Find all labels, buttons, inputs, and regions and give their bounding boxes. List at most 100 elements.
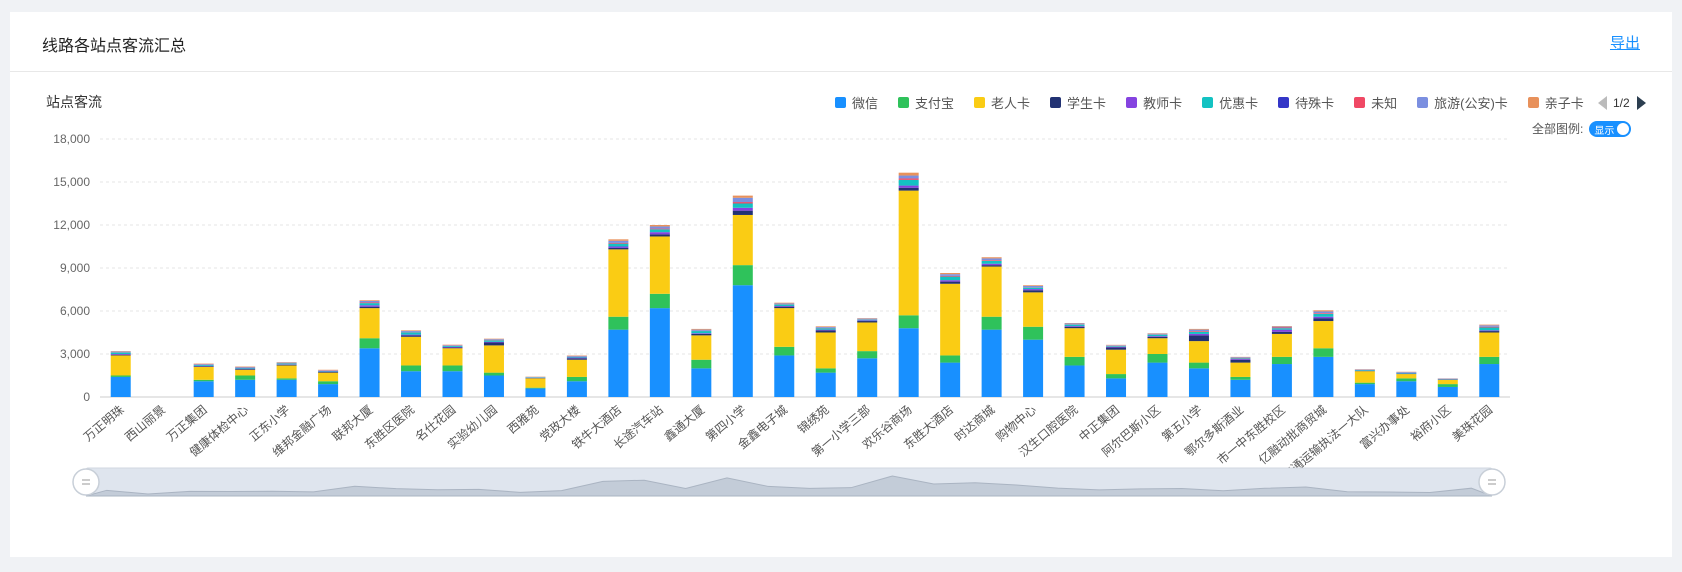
bar-segment[interactable] <box>442 371 463 397</box>
bar-segment[interactable] <box>940 355 961 363</box>
bar-segment[interactable] <box>774 304 795 306</box>
bar-segment[interactable] <box>318 384 339 397</box>
bar-segment[interactable] <box>1479 332 1500 357</box>
bar-segment[interactable] <box>1106 378 1127 397</box>
bar-segment[interactable] <box>608 246 629 248</box>
bar-segment[interactable] <box>1188 331 1209 334</box>
bar-segment[interactable] <box>1023 326 1044 340</box>
bar-segment[interactable] <box>566 356 587 358</box>
bar-segment[interactable] <box>359 303 380 306</box>
bar-segment[interactable] <box>359 302 380 304</box>
bar-segment[interactable] <box>649 228 670 230</box>
bar-segment[interactable] <box>857 358 878 397</box>
bar-segment[interactable] <box>442 346 463 348</box>
bar-segment[interactable] <box>401 334 422 336</box>
bar-segment[interactable] <box>1313 316 1334 319</box>
bar-segment[interactable] <box>1479 327 1500 331</box>
bar-segment[interactable] <box>1396 378 1417 382</box>
bar-segment[interactable] <box>898 175 919 179</box>
bar-segment[interactable] <box>1106 374 1127 379</box>
bar-segment[interactable] <box>774 302 795 304</box>
bar-segment[interactable] <box>1271 356 1292 365</box>
legend-item[interactable]: 学生卡 <box>1050 93 1106 112</box>
bar-segment[interactable] <box>1188 335 1209 342</box>
bar-segment[interactable] <box>193 379 214 382</box>
bar-segment[interactable] <box>401 365 422 372</box>
bar-segment[interactable] <box>691 333 712 334</box>
bar-segment[interactable] <box>235 379 256 397</box>
bar-segment[interactable] <box>981 266 1002 317</box>
bar-segment[interactable] <box>1106 349 1127 375</box>
bar-segment[interactable] <box>276 378 297 380</box>
bar-segment[interactable] <box>483 341 504 343</box>
bar-segment[interactable] <box>898 190 919 316</box>
bar-segment[interactable] <box>1396 374 1417 379</box>
bar-segment[interactable] <box>359 300 380 301</box>
bar-segment[interactable] <box>732 265 753 286</box>
bar-segment[interactable] <box>857 318 878 320</box>
bar-segment[interactable] <box>608 247 629 250</box>
bar-segment[interactable] <box>1188 331 1209 332</box>
bar-segment[interactable] <box>940 275 961 277</box>
bar-segment[interactable] <box>483 375 504 398</box>
bar-segment[interactable] <box>1147 354 1168 363</box>
bar-segment[interactable] <box>981 258 1002 261</box>
bar-segment[interactable] <box>691 328 712 330</box>
bar-segment[interactable] <box>649 226 670 229</box>
bar-segment[interactable] <box>110 352 131 354</box>
bar-segment[interactable] <box>774 305 795 307</box>
bar-segment[interactable] <box>566 358 587 360</box>
bar-segment[interactable] <box>1479 326 1500 328</box>
bar-segment[interactable] <box>981 263 1002 266</box>
bar-segment[interactable] <box>732 285 753 397</box>
bar-segment[interactable] <box>1479 324 1500 326</box>
bar-segment[interactable] <box>1437 379 1458 385</box>
bar-segment[interactable] <box>566 359 587 377</box>
legend-prev-arrow-icon[interactable] <box>1598 96 1607 110</box>
bar-segment[interactable] <box>1023 285 1044 288</box>
bar-segment[interactable] <box>566 376 587 382</box>
bar-segment[interactable] <box>1230 359 1251 360</box>
bar-segment[interactable] <box>1230 362 1251 377</box>
bar-segment[interactable] <box>1064 324 1085 327</box>
bar-segment[interactable] <box>1230 358 1251 360</box>
bar-segment[interactable] <box>1230 359 1251 363</box>
bar-segment[interactable] <box>691 335 712 360</box>
bar-segment[interactable] <box>1106 345 1127 346</box>
bar-segment[interactable] <box>401 332 422 335</box>
bar-segment[interactable] <box>981 329 1002 397</box>
zoom-slider-handle[interactable] <box>72 468 100 496</box>
bar-segment[interactable] <box>1064 323 1085 325</box>
bar-segment[interactable] <box>483 339 504 341</box>
bar-segment[interactable] <box>401 371 422 397</box>
bar-segment[interactable] <box>608 249 629 317</box>
bar-segment[interactable] <box>1188 328 1209 330</box>
bar-segment[interactable] <box>1313 310 1334 312</box>
legend-item[interactable]: 亲子卡 <box>1527 93 1585 112</box>
bar-segment[interactable] <box>525 387 546 389</box>
bar-segment[interactable] <box>276 363 297 365</box>
bar-segment[interactable] <box>608 242 629 244</box>
bar-segment[interactable] <box>1313 356 1334 397</box>
bar-segment[interactable] <box>1313 321 1334 349</box>
bar-segment[interactable] <box>1064 326 1085 329</box>
bar-segment[interactable] <box>1106 346 1127 348</box>
bar-segment[interactable] <box>1354 382 1375 385</box>
bar-segment[interactable] <box>1271 328 1292 330</box>
bar-segment[interactable] <box>1354 371 1375 383</box>
bar-segment[interactable] <box>732 195 753 198</box>
bar-segment[interactable] <box>1147 338 1168 354</box>
bar-segment[interactable] <box>110 376 131 397</box>
bar-segment[interactable] <box>608 329 629 397</box>
bar-segment[interactable] <box>1023 285 1044 286</box>
bar-segment[interactable] <box>483 372 504 376</box>
bar-segment[interactable] <box>359 305 380 307</box>
bar-segment[interactable] <box>649 229 670 233</box>
legend-item[interactable]: 待殊卡 <box>1278 93 1334 112</box>
legend-item[interactable]: 旅游(公安)卡 <box>1417 93 1508 112</box>
bar-segment[interactable] <box>608 316 629 330</box>
bar-segment[interactable] <box>1106 346 1127 347</box>
bar-segment[interactable] <box>1271 326 1292 328</box>
bar-segment[interactable] <box>318 370 339 372</box>
bar-segment[interactable] <box>235 367 256 369</box>
